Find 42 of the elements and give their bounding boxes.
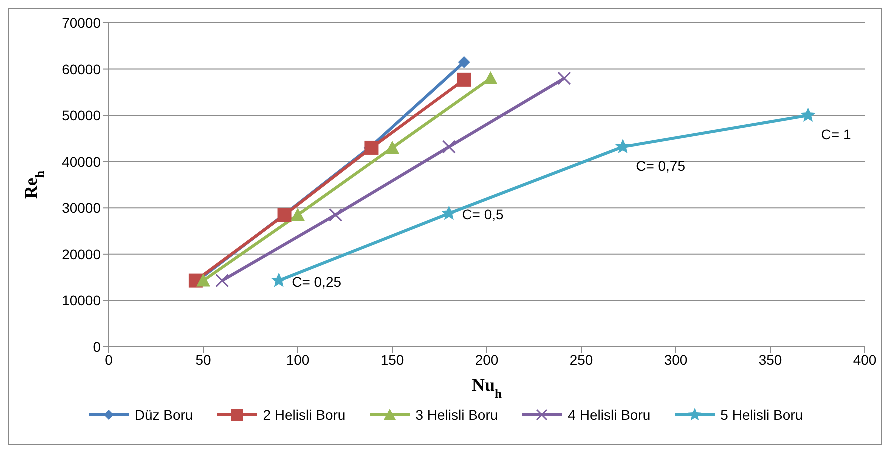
x-tick-label: 250 <box>570 352 594 368</box>
y-tick-label: 70000 <box>62 14 102 31</box>
x-tick-label: 0 <box>105 352 114 368</box>
point <box>329 208 343 222</box>
y-tick-label: 20000 <box>62 246 102 262</box>
y-tick-label: 40000 <box>62 154 102 170</box>
point <box>271 272 287 288</box>
point <box>442 140 456 154</box>
point <box>216 274 230 288</box>
point <box>442 206 457 220</box>
legend-label: 4 Helisli Boru <box>568 407 651 423</box>
x-tick-label: 350 <box>758 352 782 368</box>
x-tick-label: 300 <box>664 352 688 368</box>
point <box>457 72 472 87</box>
annotation: C= 0,75 <box>636 158 686 174</box>
point <box>458 56 470 68</box>
point <box>291 208 305 222</box>
x-tick-label: 200 <box>475 352 499 368</box>
y-tick-label: 30000 <box>62 200 102 216</box>
point <box>800 108 816 122</box>
annotation: C= 0,5 <box>462 206 504 223</box>
y-tick-label: 10000 <box>62 292 102 309</box>
x-tick-label: 400 <box>853 352 877 368</box>
point <box>558 72 572 86</box>
point <box>615 139 631 154</box>
x-tick-label: 150 <box>380 352 404 368</box>
annotation: C= 1 <box>821 126 852 143</box>
legend-label: 5 Helisli Boru <box>720 407 804 423</box>
point <box>364 140 379 155</box>
x-tick-label: 50 <box>196 352 212 368</box>
legend-label: 2 Helisli Boru <box>263 407 346 423</box>
point <box>196 274 210 287</box>
legend-label: Düz Boru <box>134 407 194 423</box>
y-tick-label: 60000 <box>62 61 102 78</box>
y-tick-label: 50000 <box>62 108 102 124</box>
legend-label: 3 Helisli Boru <box>416 407 498 423</box>
point <box>484 72 498 85</box>
annotation: C= 0,25 <box>292 274 342 290</box>
x-tick-label: 100 <box>286 352 310 368</box>
y-tick-label: 0 <box>93 338 102 355</box>
x-axis-title: Nu$_{h}$ <box>472 375 502 401</box>
point <box>386 140 400 154</box>
